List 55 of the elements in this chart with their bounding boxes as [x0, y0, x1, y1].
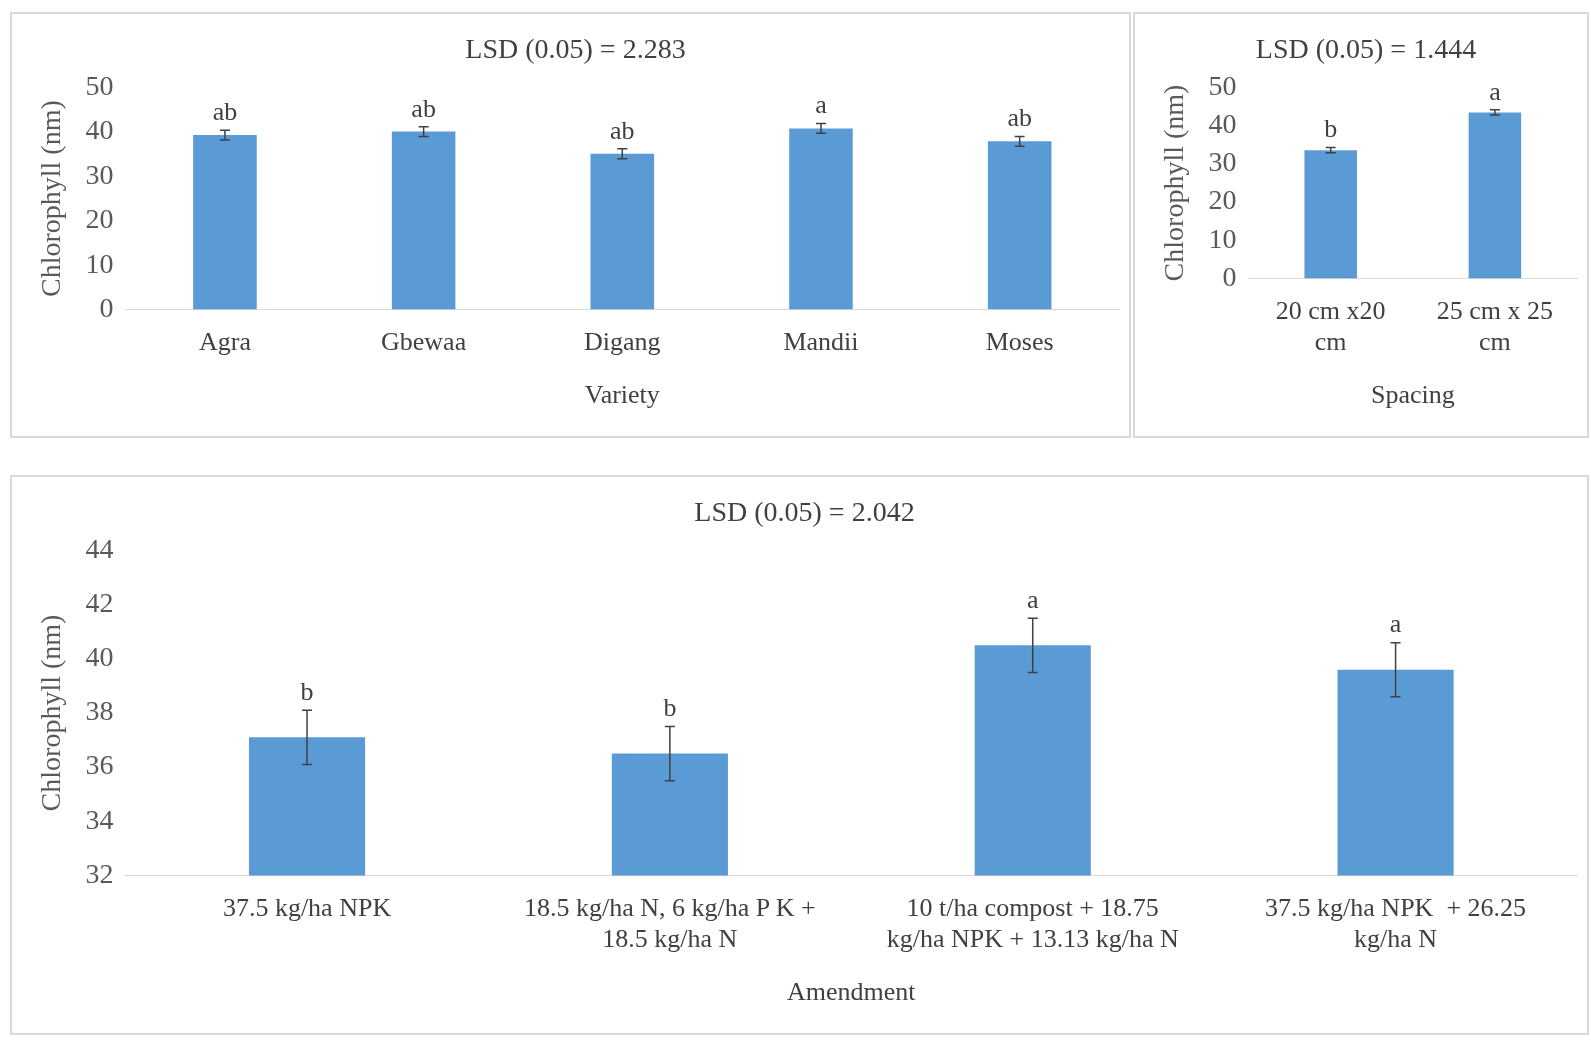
x-tick-label: Moses — [985, 327, 1054, 357]
annotation: ab — [212, 97, 238, 127]
chart-title: LSD (0.05) = 2.283 — [465, 33, 686, 65]
x-tick-label: 37.5 kg/ha NPK — [222, 892, 392, 922]
y-tick-label: 34 — [85, 803, 114, 835]
chart-title: LSD (0.05) = 2.042 — [694, 496, 915, 528]
annotation: a — [1026, 585, 1039, 615]
y-axis-title: Chlorophyll (nm) — [35, 100, 67, 297]
bar — [590, 153, 655, 310]
y-tick-label: 36 — [85, 749, 114, 781]
y-tick-label: 50 — [1208, 69, 1237, 101]
x-axis-title: Variety — [584, 380, 660, 410]
y-tick-label: 32 — [85, 857, 114, 889]
annotation: a — [1489, 76, 1502, 106]
x-tick-label: 20 cm x20 cm — [1275, 295, 1386, 357]
annotation: b — [1324, 114, 1338, 144]
y-tick-label: 30 — [85, 158, 114, 190]
y-tick-label: 38 — [85, 695, 114, 727]
annotation: b — [663, 693, 677, 723]
annotation: ab — [411, 93, 436, 123]
x-tick-label: Gbewaa — [381, 327, 467, 357]
x-tick-label: 25 cm x 25 cm — [1436, 295, 1554, 357]
bar — [987, 141, 1052, 310]
y-tick-label: 40 — [1208, 108, 1237, 140]
chart-title: LSD (0.05) = 1.444 — [1255, 33, 1477, 65]
annotation: a — [815, 90, 828, 120]
y-tick-label: 50 — [85, 69, 114, 101]
annotation: ab — [610, 115, 635, 145]
y-tick-label: 44 — [85, 532, 114, 564]
x-tick-label: 37.5 kg/ha NPK + 26.25 kg/ha N — [1265, 892, 1527, 954]
y-tick-label: 10 — [1208, 222, 1237, 254]
y-tick-label: 0 — [99, 291, 114, 323]
annotation: b — [300, 677, 314, 707]
x-tick-label: 18.5 kg/ha N, 6 kg/ha P K + 18.5 kg/ha N — [524, 892, 816, 954]
y-tick-label: 0 — [1222, 260, 1237, 292]
x-axis-title: Spacing — [1370, 380, 1455, 410]
bar — [391, 131, 456, 310]
y-tick-label: 10 — [85, 247, 114, 279]
annotation: a — [1389, 609, 1402, 639]
x-tick-label: Agra — [198, 327, 252, 357]
x-tick-label: 10 t/ha compost + 18.75 kg/ha NPK + 13.13 kg/ha N — [886, 892, 1179, 954]
y-axis-title: Chlorophyll (nm) — [35, 614, 67, 812]
x-axis-title: Amendment — [787, 977, 917, 1007]
bar — [789, 128, 853, 310]
y-tick-label: 30 — [1208, 146, 1237, 178]
y-axis-title: Chlorophyll (nm) — [1158, 84, 1190, 282]
y-tick-label: 20 — [1208, 184, 1237, 216]
y-tick-label: 40 — [85, 114, 114, 146]
y-tick-label: 20 — [85, 203, 114, 235]
y-tick-label: 42 — [85, 587, 114, 619]
annotation: ab — [1007, 103, 1032, 133]
x-tick-label: Mandii — [783, 327, 859, 357]
y-tick-label: 40 — [85, 641, 114, 673]
bar — [193, 135, 257, 310]
x-tick-label: Digang — [584, 327, 661, 357]
